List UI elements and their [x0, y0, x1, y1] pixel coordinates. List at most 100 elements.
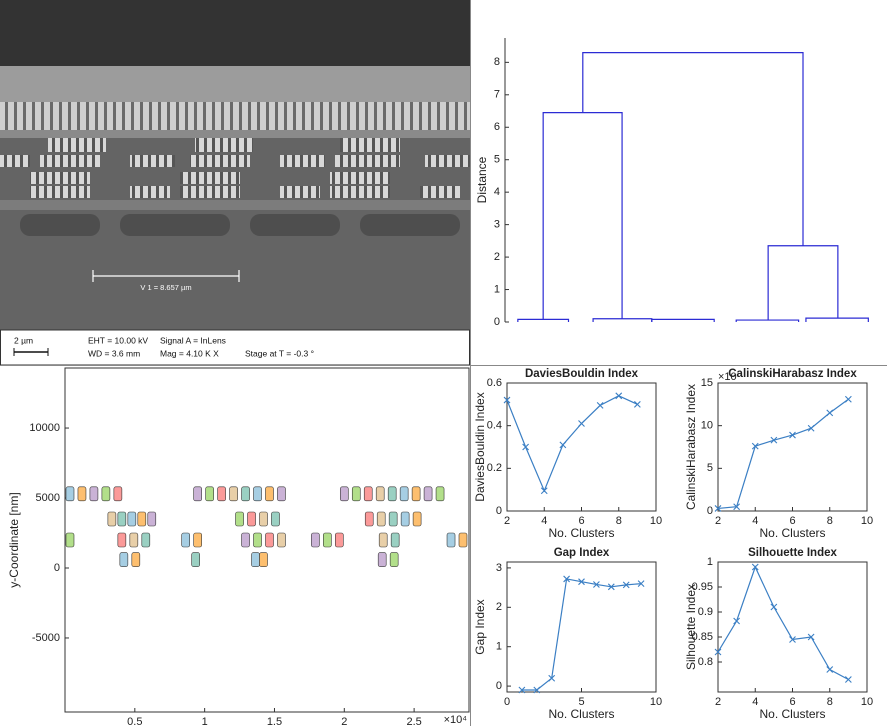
y-axis-label: y-Coordinate [nm]: [7, 492, 21, 587]
signal-label: Signal A = InLens: [160, 335, 226, 345]
y-tick-label: 10: [701, 420, 713, 432]
sem-image: V 1 = 8.657 µm 2 µm EHT = 10.00 kV WD = …: [0, 0, 470, 366]
cluster-shape: [400, 511, 410, 527]
marker: [533, 686, 541, 694]
sem-pillars: [0, 102, 470, 130]
dendrogram-link: [517, 318, 570, 322]
chart-title: DaviesBouldin Index: [525, 368, 639, 380]
y-axis-label: Silhouette Index: [684, 584, 698, 670]
cluster-shape: [107, 511, 117, 527]
cluster-shape: [65, 532, 75, 548]
marker: [548, 674, 556, 682]
dendrogram-link: [805, 317, 869, 322]
x-tick-label: 1: [202, 716, 208, 726]
y-axis-label: CalinskiHarabasz Index: [684, 384, 698, 510]
index-line: [717, 398, 849, 510]
y-tick-label: 5: [707, 462, 713, 474]
cluster-shape: [435, 486, 445, 502]
x-tick-label: 8: [827, 696, 833, 708]
cluster-shape: [378, 532, 388, 548]
y-axis-label: Gap Index: [473, 599, 487, 654]
cluster-shape: [205, 486, 214, 502]
cluster-shape: [141, 532, 151, 548]
marker: [714, 648, 722, 656]
marker: [807, 424, 815, 432]
y-tick-label: 1: [494, 283, 500, 295]
cluster-shape: [253, 486, 262, 502]
cluster-shape: [235, 511, 244, 527]
y-tick-label: 0: [496, 505, 502, 517]
cluster-shape: [101, 486, 111, 502]
index-line: [717, 565, 849, 681]
y-tick-label: 0.4: [487, 420, 502, 432]
x-tick-label: 6: [789, 515, 795, 527]
cluster-shape: [129, 532, 139, 548]
cluster-shape: [277, 532, 286, 548]
cluster-shape: [387, 486, 397, 502]
y-tick-label: 0: [496, 680, 502, 692]
marker: [596, 402, 604, 409]
mag-label: Mag = 4.10 K X: [160, 348, 219, 358]
y-tick-label: 5: [494, 154, 500, 166]
cluster-shape: [364, 511, 374, 527]
marker: [733, 617, 741, 625]
marker: [733, 503, 741, 511]
x-tick-label: 4: [541, 515, 547, 527]
cluster-shape: [251, 552, 260, 567]
cluster-shape: [389, 552, 399, 567]
y-exponent: ×10: [718, 371, 737, 383]
stage-label: Stage at T = -0.3 °: [245, 348, 314, 358]
plot-frame: [717, 561, 868, 693]
marker: [578, 578, 585, 586]
x-tick-label: 2: [715, 515, 721, 527]
sem-measure-bar: [92, 270, 240, 282]
marker: [789, 636, 796, 643]
cluster-shape: [411, 486, 421, 502]
x-tick-label: 0.5: [127, 716, 142, 726]
sem-layer: [0, 200, 470, 210]
y-tick-label: 0.6: [487, 377, 502, 389]
x-tick-label: 6: [789, 696, 795, 708]
x-axis-label: No. Clusters: [548, 526, 614, 540]
marker: [522, 443, 530, 451]
chart-title: Silhouette Index: [748, 547, 837, 559]
x-tick-label: 0: [504, 696, 510, 708]
dendrogram-link: [735, 319, 800, 322]
cluster-shape: [253, 532, 262, 548]
cluster-shape: [271, 511, 280, 527]
x-tick-label: 5: [578, 696, 584, 708]
y-tick-label: 0: [54, 562, 60, 574]
cluster-shape: [259, 511, 268, 527]
x-tick-label: 4: [752, 696, 758, 708]
x-axis-label: No. Clusters: [759, 707, 825, 721]
cluster-shape: [458, 532, 468, 548]
eht-label: EHT = 10.00 kV: [88, 335, 148, 345]
x-tick-label: 10: [650, 696, 662, 708]
y-tick-label: 10000: [29, 422, 60, 434]
cluster-shape: [388, 511, 398, 527]
cluster-shape: [217, 486, 226, 502]
cluster-shape: [127, 511, 137, 527]
scale-bar-label: 2 µm: [14, 335, 33, 345]
x-tick-label: 4: [752, 515, 758, 527]
y-tick-label: 0: [494, 316, 500, 328]
cluster-shape: [446, 532, 456, 548]
sem-top: [0, 0, 470, 82]
marker: [559, 441, 567, 449]
cluster-shape: [119, 552, 129, 567]
plot-frame: [64, 367, 470, 713]
cluster-shape: [339, 486, 349, 502]
sem-cavities: [20, 214, 460, 236]
cluster-shape: [113, 486, 123, 502]
marker: [844, 395, 852, 403]
y-axis-label: Distance: [475, 156, 489, 203]
y-tick-label: 0: [707, 505, 713, 517]
marker: [615, 392, 623, 400]
marker: [826, 666, 834, 673]
cluster-shape: [399, 486, 409, 502]
marker: [540, 487, 548, 495]
y-axis-label: DaviesBouldin Index: [473, 392, 487, 501]
measurement-label: V 1 = 8.657 µm: [140, 283, 191, 292]
marker: [807, 633, 815, 641]
